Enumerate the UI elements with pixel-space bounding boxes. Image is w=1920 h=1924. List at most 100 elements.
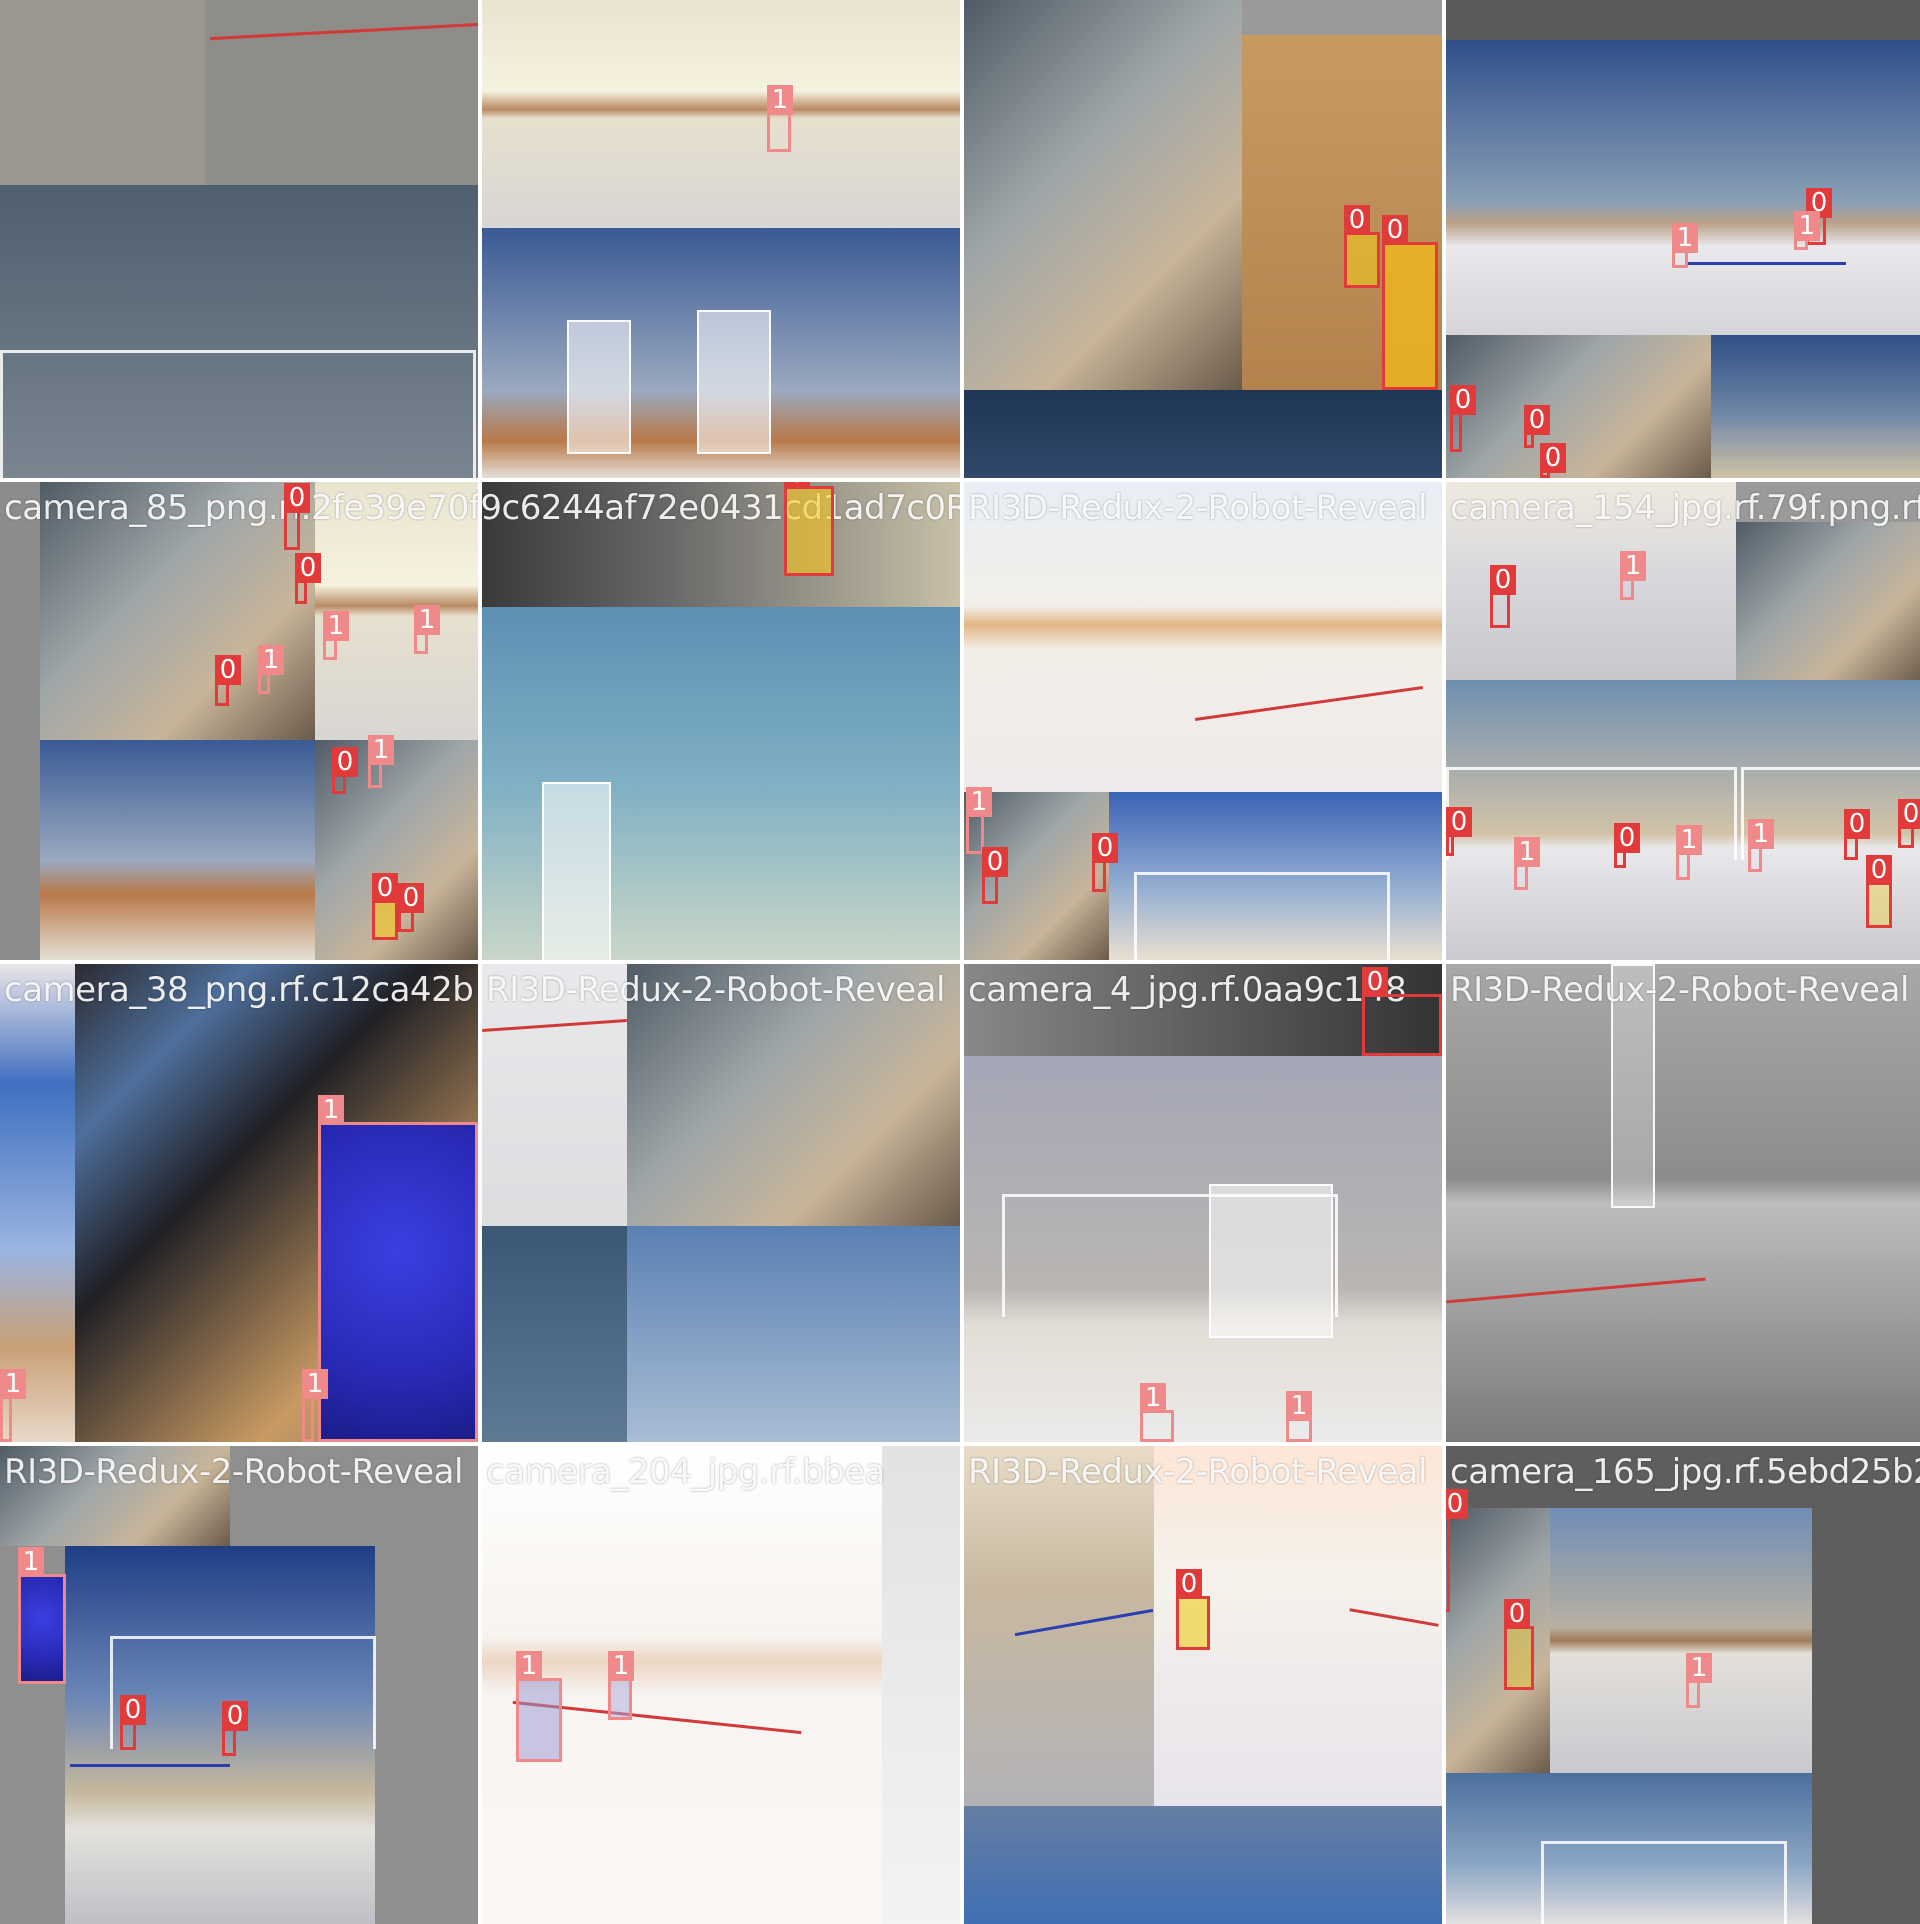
mosaic-cell-r2c2: camera_4_jpg.rf.0aa9c148 0 1 1 xyxy=(964,964,1442,1442)
class-label: 0 xyxy=(1092,833,1118,863)
field-railing xyxy=(1741,767,1920,860)
detection-box: 0 xyxy=(1176,1569,1210,1650)
detection-box: 1 xyxy=(966,787,992,854)
class-label: 1 xyxy=(1676,825,1702,855)
scene-tile xyxy=(40,740,315,960)
image-filename-caption: camera_204_jpg.rf.bbea xyxy=(486,1452,885,1492)
scene-tile xyxy=(0,0,205,185)
class-label: 1 xyxy=(516,1651,542,1681)
detection-box: 0 xyxy=(1092,833,1118,892)
scene-tile xyxy=(482,964,627,1226)
mosaic-cell-r0c3: 0 1 1 0 0 0 xyxy=(1446,0,1920,478)
class-label: 1 xyxy=(414,605,440,635)
class-label: 0 xyxy=(1490,565,1516,595)
detection-box: 1 xyxy=(1514,837,1540,890)
field-railing xyxy=(1541,1841,1787,1924)
detection-box: 1 xyxy=(302,1369,328,1442)
class-label: 1 xyxy=(302,1369,328,1399)
detection-box: 0 xyxy=(398,883,424,932)
class-label: 0 xyxy=(1176,1569,1202,1599)
scene-tile xyxy=(482,482,960,607)
detection-box: 0 xyxy=(372,873,398,940)
image-filename-caption: camera_4_jpg.rf.0aa9c148 xyxy=(968,970,1407,1010)
class-label: 1 xyxy=(1794,211,1820,241)
class-label: 1 xyxy=(323,611,349,641)
class-label: 0 xyxy=(372,873,398,903)
detection-box: 0 xyxy=(215,655,241,706)
detection-box: 1 xyxy=(1140,1383,1174,1442)
image-filename-caption: camera_165_jpg.rf.5ebd25b2 xyxy=(1450,1452,1920,1492)
class-label: 1 xyxy=(318,1095,344,1125)
image-filename-caption: camera_85_png.rf.2fe39e70f9c6244af72e043… xyxy=(4,488,478,528)
detection-box: 1 xyxy=(18,1547,66,1684)
scene-tile xyxy=(964,390,1442,478)
class-label: 0 xyxy=(295,553,321,583)
detection-box: 0 xyxy=(222,1701,248,1756)
detection-box: 1 xyxy=(608,1651,634,1720)
field-railing xyxy=(110,1636,376,1749)
mosaic-cell-r2c0: camera_38_png.rf.c12ca42b 1 1 1 xyxy=(0,964,478,1442)
mosaic-cell-r2c1: RI3D-Redux-2-Robot-Reveal xyxy=(482,964,960,1442)
image-filename-caption: camera_154_jpg.rf.79f.png.rf.53dfeabc xyxy=(1450,488,1920,528)
detection-box: 1 xyxy=(1686,1653,1712,1708)
scene-tile xyxy=(1446,680,1736,960)
class-label: 1 xyxy=(18,1547,44,1577)
field-railing xyxy=(0,350,476,478)
scene-tile xyxy=(882,1446,960,1924)
detection-box: 1 xyxy=(258,645,284,694)
mosaic-cell-r1c1: camera_85_png.rf.2fe39e70f9c6244af72e043… xyxy=(482,482,960,960)
detection-box: 1 xyxy=(1676,825,1702,880)
class-label: 1 xyxy=(1620,551,1646,581)
detection-box: 0 xyxy=(1382,215,1438,390)
scene-tile xyxy=(1446,0,1920,40)
detection-box: 1 xyxy=(0,1369,26,1442)
detection-box: 1 xyxy=(1748,819,1774,872)
detection-box: 0 xyxy=(1614,823,1640,868)
class-label: 1 xyxy=(966,787,992,817)
image-filename-caption: RI3D-Redux-2-Robot-Reveal xyxy=(968,488,1427,528)
detection-box: 0 xyxy=(1844,809,1870,860)
detection-box: 0 xyxy=(784,482,834,576)
class-label: 0 xyxy=(1866,855,1892,885)
scene-tile xyxy=(1446,335,1711,478)
class-label: 0 xyxy=(1446,807,1472,837)
scene-tile xyxy=(627,1226,960,1442)
detection-box: 0 xyxy=(1524,405,1550,448)
scene-tile xyxy=(964,0,1242,390)
field-boundary-line xyxy=(70,1764,230,1767)
mosaic-cell-r1c3: camera_154_jpg.rf.79f.png.rf.53dfeabc 0 … xyxy=(1446,482,1920,960)
detection-box: 0 xyxy=(1490,565,1516,628)
scene-tile xyxy=(964,482,1442,792)
field-railing xyxy=(1002,1194,1338,1317)
scene-tile xyxy=(0,964,75,1442)
scene-tile xyxy=(964,1806,1442,1924)
class-label: 1 xyxy=(1514,837,1540,867)
scene-tile xyxy=(482,1226,627,1442)
scene-tile xyxy=(1446,40,1920,335)
detection-box: 1 xyxy=(516,1651,562,1762)
class-label: 0 xyxy=(1614,823,1640,853)
detection-box: 0 xyxy=(1450,385,1476,452)
class-label: 1 xyxy=(1140,1383,1166,1413)
detection-box: 0 xyxy=(120,1695,146,1750)
class-label: 0 xyxy=(1540,443,1566,473)
detection-box: 1 xyxy=(323,611,349,660)
detection-box: 1 xyxy=(1794,211,1820,250)
class-label: 1 xyxy=(258,645,284,675)
detection-box: 0 xyxy=(982,847,1008,904)
field-tower xyxy=(567,320,631,454)
class-label: 0 xyxy=(1344,205,1370,235)
field-railing xyxy=(1134,872,1390,960)
class-label: 0 xyxy=(1524,405,1550,435)
class-label: 0 xyxy=(1806,188,1832,218)
class-label: 1 xyxy=(608,1651,634,1681)
detection-box: 1 xyxy=(414,605,440,654)
scene-tile xyxy=(1736,522,1920,680)
field-boundary-line xyxy=(1686,262,1846,265)
detection-box: 0 xyxy=(284,483,310,550)
scene-tile xyxy=(1109,792,1442,960)
detection-box: 1 xyxy=(1286,1391,1312,1442)
class-label: 0 xyxy=(1382,215,1408,245)
scene-tile xyxy=(1446,1508,1550,1773)
image-filename-caption: RI3D-Redux-2-Robot-Reveal xyxy=(1450,970,1909,1010)
